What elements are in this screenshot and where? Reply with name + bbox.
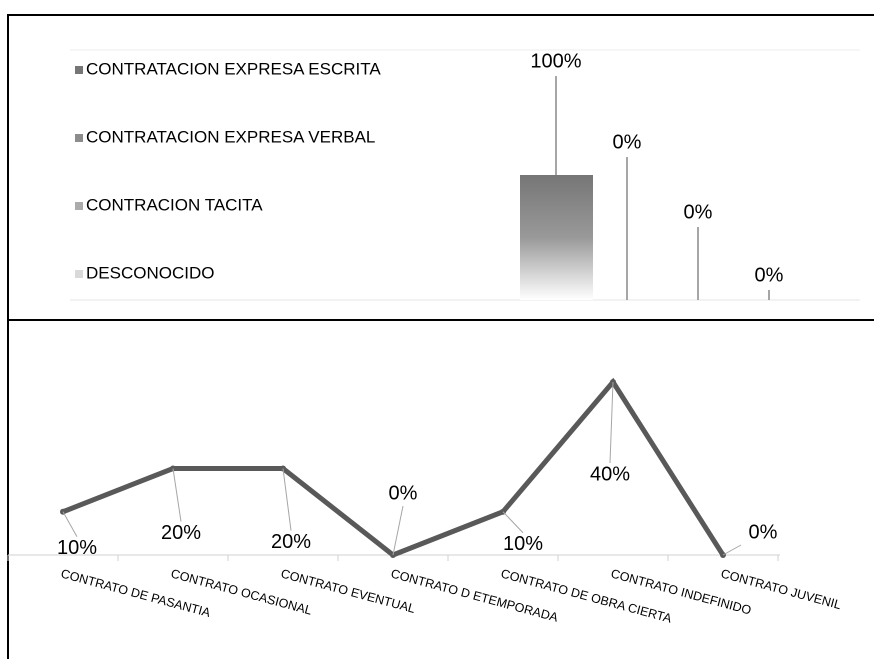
legend-swatch — [75, 66, 83, 74]
leader-line — [62, 511, 78, 537]
data-label: 0% — [749, 521, 778, 543]
data-label: 10% — [503, 533, 543, 555]
data-label: 20% — [161, 522, 201, 544]
legend-swatch — [75, 202, 83, 210]
leader-line — [172, 468, 182, 522]
data-label: 100% — [530, 50, 581, 72]
data-label: 20% — [271, 531, 311, 553]
leader-line — [722, 544, 742, 556]
data-label: 0% — [613, 131, 642, 153]
legend-label: CONTRACION TACITA — [86, 195, 263, 214]
legend-label: DESCONOCIDO — [86, 263, 214, 282]
data-label: 0% — [755, 264, 784, 286]
legend-swatch — [75, 270, 83, 278]
legend-label: CONTRATACION EXPRESA ESCRITA — [86, 59, 381, 78]
data-label: 10% — [57, 537, 97, 559]
data-label: 0% — [684, 201, 713, 223]
data-label: 40% — [590, 463, 630, 485]
legend-label: CONTRATACION EXPRESA VERBAL — [86, 127, 375, 146]
leader-line — [392, 505, 404, 556]
leader-line — [282, 468, 292, 531]
data-label: 0% — [389, 482, 418, 504]
bottom-panel — [7, 319, 874, 659]
leader-line — [502, 511, 524, 534]
leader-line — [609, 381, 614, 464]
bar — [520, 175, 593, 300]
legend-swatch — [75, 134, 83, 142]
